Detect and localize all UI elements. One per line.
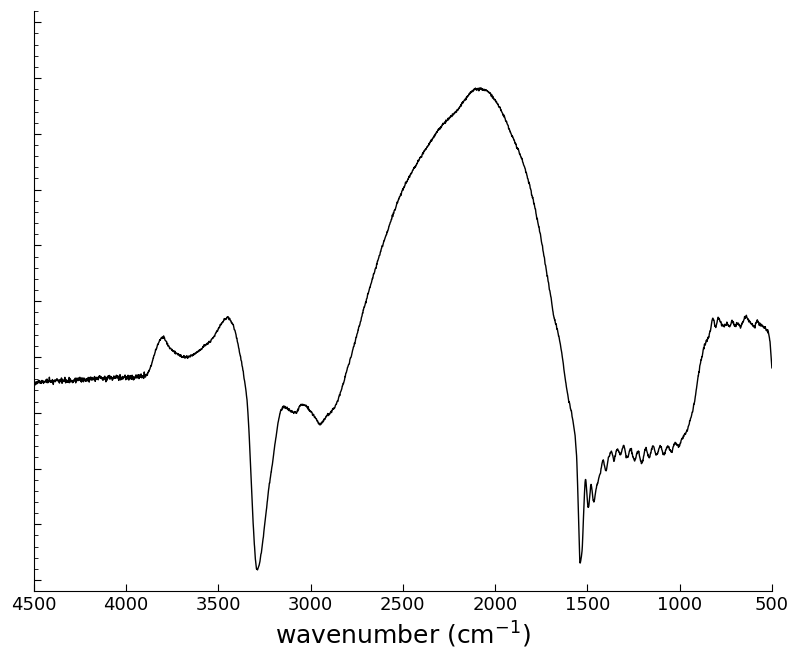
X-axis label: wavenumber (cm$^{-1}$): wavenumber (cm$^{-1}$) [275,620,530,650]
